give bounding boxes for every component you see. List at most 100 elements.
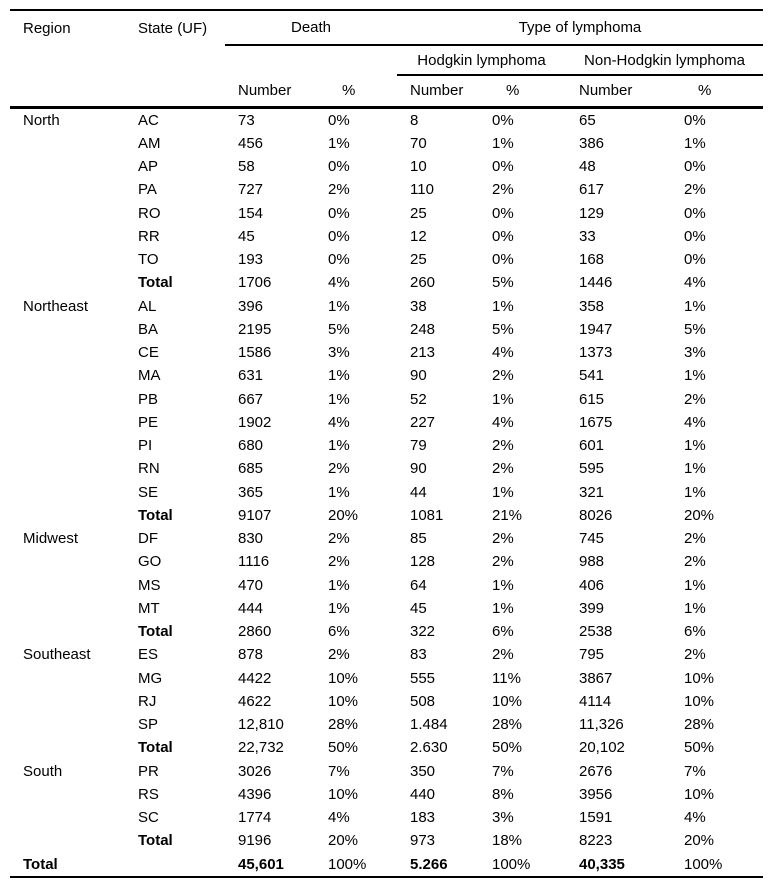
cell-hodgkin-number: 5.266 <box>410 855 448 873</box>
cell-hodgkin-number: 79 <box>410 437 427 454</box>
cell-non-hodgkin-percent: 1% <box>684 437 706 454</box>
cell-death-percent: 0% <box>328 111 350 129</box>
cell-death-percent: 0% <box>328 251 350 268</box>
cell-hodgkin-percent: 100% <box>492 855 531 873</box>
cell-death-percent: 4% <box>328 274 350 292</box>
cell-state: AP <box>138 158 159 175</box>
cell-death-number: 4622 <box>238 692 272 710</box>
cell-non-hodgkin-number: 541 <box>579 367 605 385</box>
cell-hodgkin-percent: 4% <box>492 413 514 431</box>
table-row: Total 22,732 50% 2.630 50% 20,102 50% <box>10 736 763 759</box>
cell-non-hodgkin-percent: 10% <box>684 669 715 687</box>
cell-death-percent: 28% <box>328 716 359 733</box>
table-row: SP 12,810 28% 1.484 28% 11,326 28% <box>10 713 763 736</box>
cell-hodgkin-number: 38 <box>410 297 427 315</box>
cell-non-hodgkin-number: 168 <box>579 251 605 268</box>
table-row: MS 470 1% 64 1% 406 1% <box>10 574 763 597</box>
cell-non-hodgkin-number: 4114 <box>579 692 612 710</box>
cell-death-number: 470 <box>238 576 264 594</box>
cell-region: Southeast <box>23 646 91 664</box>
cell-death-number: 1902 <box>238 413 272 431</box>
table-row: TO 193 0% 25 0% 168 0% <box>10 248 763 271</box>
cell-state: AL <box>138 297 157 315</box>
cell-state: SP <box>138 716 159 733</box>
cell-hodgkin-percent: 0% <box>492 158 514 175</box>
cell-hodgkin-percent: 5% <box>492 320 514 338</box>
cell-hodgkin-number: 440 <box>410 785 436 803</box>
table-row: RN 685 2% 90 2% 595 1% <box>10 457 763 480</box>
table-row: PE 1902 4% 227 4% 1675 4% <box>10 411 763 434</box>
cell-hodgkin-number: 973 <box>410 832 436 850</box>
cell-death-percent: 7% <box>328 762 350 780</box>
cell-non-hodgkin-number: 615 <box>579 390 605 408</box>
cell-death-number: 1116 <box>238 553 270 571</box>
cell-hodgkin-percent: 1% <box>492 390 514 408</box>
header-row-subgroups: Hodgkin lymphoma Non-Hodgkin lymphoma <box>10 45 763 76</box>
cell-hodgkin-number: 1.484 <box>410 716 448 733</box>
cell-non-hodgkin-number: 601 <box>579 437 605 454</box>
cell-hodgkin-percent: 28% <box>492 716 523 733</box>
cell-state: BA <box>138 320 159 338</box>
cell-hodgkin-percent: 21% <box>492 506 523 524</box>
cell-region <box>10 248 125 271</box>
cell-non-hodgkin-percent: 1% <box>684 297 706 315</box>
cell-death-number: 456 <box>238 134 264 152</box>
cell-death-percent: 100% <box>328 855 367 873</box>
cell-non-hodgkin-percent: 0% <box>684 204 706 222</box>
cell-non-hodgkin-number: 1373 <box>579 344 613 361</box>
cell-state: Total <box>138 274 173 292</box>
table-header: Region State (UF) Death Type of lymphoma… <box>10 10 763 109</box>
cell-region <box>10 829 125 852</box>
cell-hodgkin-number: 12 <box>410 227 427 245</box>
cell-state: RR <box>138 227 160 245</box>
table-row: AM 456 1% 70 1% 386 1% <box>10 132 763 155</box>
cell-death-number: 365 <box>238 483 264 501</box>
cell-death-percent: 0% <box>328 227 350 245</box>
cell-hodgkin-percent: 2% <box>492 646 514 664</box>
cell-death-number: 2860 <box>238 623 272 640</box>
cell-region <box>10 783 125 806</box>
cell-region <box>10 620 125 643</box>
cell-region <box>10 388 125 411</box>
cell-hodgkin-percent: 50% <box>492 739 523 757</box>
cell-hodgkin-percent: 8% <box>492 785 514 803</box>
cell-non-hodgkin-number: 1591 <box>579 809 613 826</box>
cell-non-hodgkin-percent: 7% <box>684 762 706 780</box>
cell-non-hodgkin-number: 40,335 <box>579 855 625 873</box>
cell-hodgkin-number: 25 <box>410 251 427 268</box>
cell-death-number: 1586 <box>238 344 272 361</box>
cell-non-hodgkin-percent: 6% <box>684 623 706 640</box>
cell-region <box>10 574 125 597</box>
cell-death-number: 685 <box>238 460 264 478</box>
cell-non-hodgkin-number: 745 <box>579 530 605 547</box>
cell-death-number: 631 <box>238 367 264 385</box>
cell-state: PE <box>138 413 159 431</box>
cell-non-hodgkin-number: 988 <box>579 553 605 571</box>
header-row-groups: Region State (UF) Death Type of lymphoma <box>10 10 763 109</box>
cell-region <box>10 481 125 504</box>
cell-death-percent: 1% <box>328 599 350 617</box>
cell-hodgkin-number: 350 <box>410 762 436 780</box>
cell-death-number: 58 <box>238 158 255 175</box>
cell-non-hodgkin-percent: 2% <box>684 181 706 199</box>
cell-death-percent: 10% <box>328 692 359 710</box>
table-row: AP 58 0% 10 0% 48 0% <box>10 155 763 178</box>
cell-non-hodgkin-number: 2676 <box>579 762 613 780</box>
table-row: MA 631 1% 90 2% 541 1% <box>10 364 763 387</box>
table-body: North AC 73 0% 8 0% 65 0% AM 456 1% 70 1% 386 1% AP 58 0%… <box>10 107 763 877</box>
cell-state: SC <box>138 809 159 826</box>
column-header-death-number: Number <box>225 75 315 109</box>
cell-region: South <box>23 762 63 780</box>
cell-non-hodgkin-percent: 1% <box>684 483 706 501</box>
lymphoma-mortality-table: Region State (UF) Death Type of lymphoma… <box>10 9 763 878</box>
cell-non-hodgkin-percent: 2% <box>684 553 706 571</box>
cell-death-percent: 1% <box>328 134 350 152</box>
cell-hodgkin-number: 1081 <box>410 506 444 524</box>
cell-death-number: 680 <box>238 437 264 454</box>
cell-hodgkin-percent: 6% <box>492 623 514 640</box>
table-row: Total 9196 20% 973 18% 8223 20% <box>10 829 763 852</box>
cell-death-percent: 2% <box>328 460 350 478</box>
column-header-death-percent: % <box>315 75 397 109</box>
cell-non-hodgkin-number: 386 <box>579 134 605 152</box>
cell-state: PR <box>138 762 159 780</box>
